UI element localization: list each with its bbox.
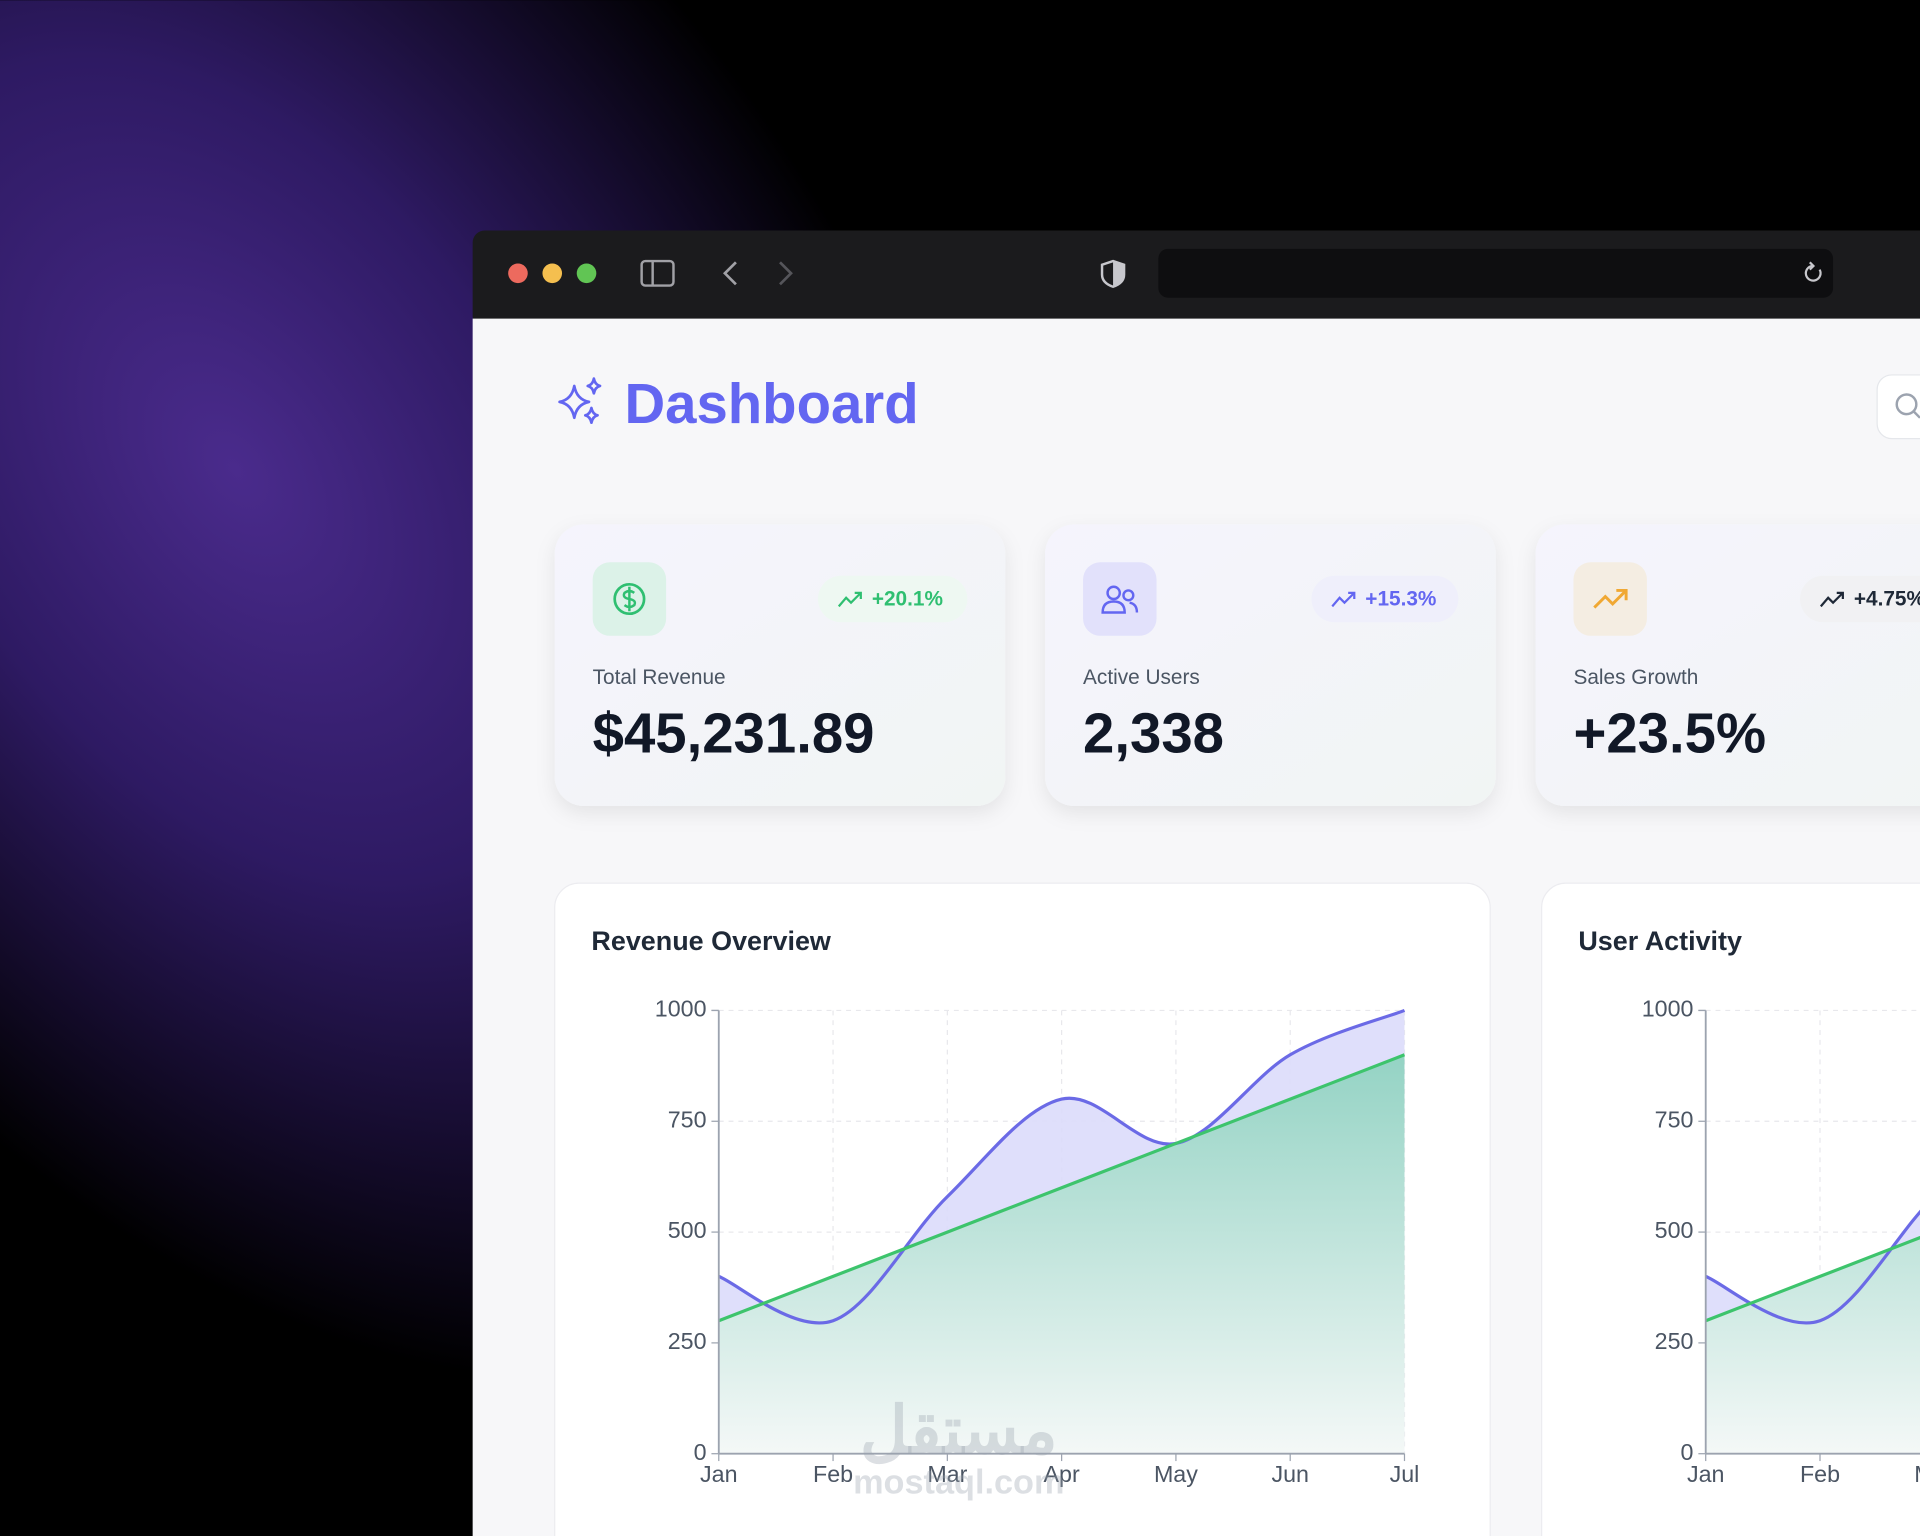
users-icon xyxy=(1106,585,1122,601)
dollar-icon xyxy=(613,582,646,616)
y-tick-label: 1000 xyxy=(1642,996,1694,1022)
address-bar[interactable] xyxy=(1158,248,1834,298)
watermark-site: mostaql.com xyxy=(853,1463,1064,1501)
x-tick-label: Mar xyxy=(927,1461,967,1487)
forward-button[interactable] xyxy=(779,261,793,286)
y-tick-label: 1000 xyxy=(655,996,707,1022)
y-tick-label: 500 xyxy=(668,1217,707,1243)
change-value: +4.75% xyxy=(1854,588,1920,611)
badge-trend-icon xyxy=(854,591,862,600)
chart-title: Revenue Overview xyxy=(591,926,830,956)
back-button[interactable] xyxy=(722,261,737,286)
x-tick-label: Mar xyxy=(1914,1461,1920,1487)
series-area xyxy=(718,1054,1405,1454)
badge-trend-icon xyxy=(1348,591,1356,600)
x-tick-label: May xyxy=(1154,1461,1198,1487)
x-tick-label: Apr xyxy=(1044,1461,1080,1487)
series-line xyxy=(1705,1235,1920,1323)
users-icon xyxy=(1101,600,1126,614)
badge-trend-icon xyxy=(1331,592,1356,608)
minimize-button[interactable] xyxy=(542,263,563,284)
y-tick-label: 0 xyxy=(694,1439,707,1465)
dollar-icon xyxy=(622,586,637,612)
series-line xyxy=(718,1053,1406,1323)
y-tick-label: 250 xyxy=(1655,1328,1694,1354)
change-value: +15.3% xyxy=(1365,588,1436,611)
y-tick-label: 0 xyxy=(1681,1439,1694,1465)
stat-label: Sales Growth xyxy=(1573,666,1698,689)
stat-cards: +20.1% Total Revenue $45,231.89 +15.3% Activ… xyxy=(554,524,1920,806)
maximize-button[interactable] xyxy=(576,263,597,284)
stat-icon-box xyxy=(1083,562,1157,636)
reload-arrow xyxy=(1809,261,1816,271)
x-tick-label: Feb xyxy=(813,1461,853,1487)
x-tick-label: Jan xyxy=(1687,1461,1725,1487)
users-icon xyxy=(1129,601,1139,613)
reload-button[interactable] xyxy=(1804,264,1822,282)
stat-value: $45,231.89 xyxy=(593,701,875,764)
x-tick-label: Jan xyxy=(700,1461,738,1487)
y-tick-label: 750 xyxy=(1655,1106,1694,1132)
series-area xyxy=(1705,1237,1920,1454)
sparkle-icon xyxy=(558,377,602,425)
stat-label: Active Users xyxy=(1083,666,1200,689)
sidebar-toggle[interactable] xyxy=(640,259,675,287)
stat-label: Total Revenue xyxy=(593,666,726,689)
badge-trend-icon xyxy=(1819,592,1844,608)
users-icon xyxy=(1122,589,1135,602)
series-line xyxy=(1705,1209,1920,1325)
change-badge xyxy=(817,575,968,623)
x-tick-label: Jun xyxy=(1271,1461,1309,1487)
chart-title: User Activity xyxy=(1578,926,1742,956)
y-tick-label: 250 xyxy=(668,1328,707,1354)
series-line xyxy=(718,1008,1406,1325)
x-tick-label: Feb xyxy=(1800,1461,1840,1487)
y-tick-label: 500 xyxy=(1655,1217,1694,1243)
stat-value: +23.5% xyxy=(1573,701,1766,764)
stat-icon-box xyxy=(1573,562,1647,636)
trend-icon xyxy=(1593,589,1628,609)
privacy-shield-fill xyxy=(1113,261,1125,287)
watermark-logo: مستقل xyxy=(860,1394,1058,1468)
x-tick-label: Jul xyxy=(1390,1461,1420,1487)
change-value: +20.1% xyxy=(872,588,943,611)
charts: Revenue Overview 0 250 500 750 1000 Jan Feb Mar A… xyxy=(591,926,1920,1487)
trend-icon xyxy=(1616,588,1628,601)
change-badge xyxy=(1800,575,1920,623)
close-button[interactable] xyxy=(508,263,528,284)
y-tick-label: 750 xyxy=(668,1106,707,1132)
stat-value: 2,338 xyxy=(1083,701,1224,764)
badge-trend-icon xyxy=(837,592,862,608)
search-box[interactable] xyxy=(1876,374,1920,440)
change-badge xyxy=(1311,575,1459,623)
badge-trend-icon xyxy=(1836,591,1844,600)
page-title: Dashboard xyxy=(624,372,918,435)
